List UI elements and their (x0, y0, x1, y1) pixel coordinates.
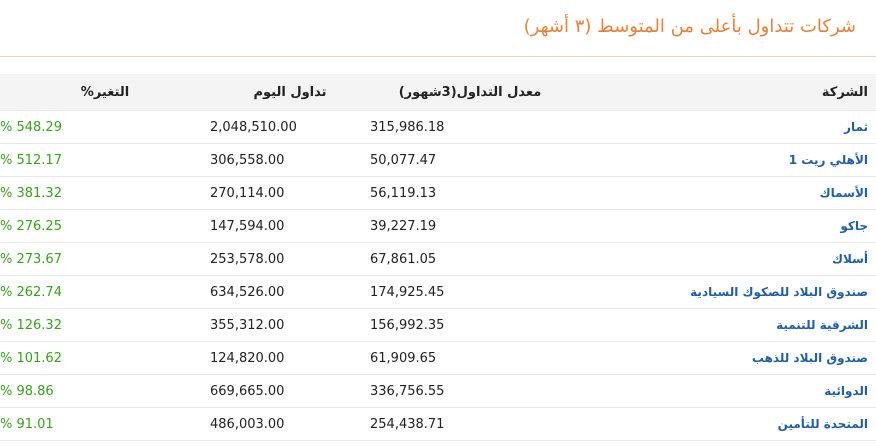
today-volume-cell: 253,578.00 (210, 242, 370, 276)
change-cell: % 276.25 (0, 209, 210, 243)
avg-volume-cell: 174,925.45 (370, 275, 570, 309)
companies-table: الشركة معدل التداول(3شهور) تداول اليوم ا… (0, 74, 876, 441)
table-row: الدوائية 336,756.55 669,665.00 % 98.86 (0, 374, 876, 408)
change-cell: % 101.62 (0, 341, 210, 375)
company-link[interactable]: الدوائية (824, 383, 868, 398)
column-header-company: الشركة (570, 74, 876, 111)
avg-volume-cell: 39,227.19 (370, 209, 570, 243)
today-volume-cell: 634,526.00 (210, 275, 370, 309)
company-cell: المتحدة للتأمين (570, 407, 876, 441)
company-cell: أسلاك (570, 242, 876, 276)
company-cell: جاكو (570, 209, 876, 243)
table-row: الأهلي ريت 1 50,077.47 306,558.00 % 512.… (0, 143, 876, 177)
company-link[interactable]: المتحدة للتأمين (777, 416, 868, 431)
table-row: ثمار 315,986.18 2,048,510.00 % 548.29 (0, 110, 876, 144)
widget-title: شركات تتداول بأعلى من المتوسط (٣ أشهر) (523, 16, 856, 37)
table-header: الشركة معدل التداول(3شهور) تداول اليوم ا… (0, 74, 876, 111)
change-cell: % 91.01 (0, 407, 210, 441)
today-volume-cell: 355,312.00 (210, 308, 370, 342)
change-cell: % 548.29 (0, 110, 210, 144)
company-link[interactable]: صندوق البلاد للصكوك السيادية (690, 284, 868, 299)
company-link[interactable]: أسلاك (831, 251, 868, 266)
change-cell: % 126.32 (0, 308, 210, 342)
today-volume-cell: 306,558.00 (210, 143, 370, 177)
company-cell: الأهلي ريت 1 (570, 143, 876, 177)
column-header-avg-volume: معدل التداول(3شهور) (370, 74, 570, 111)
company-cell: الأسماك (570, 176, 876, 210)
company-cell: الدوائية (570, 374, 876, 408)
today-volume-cell: 486,003.00 (210, 407, 370, 441)
company-link[interactable]: جاكو (840, 218, 868, 233)
company-link[interactable]: الشرقية للتنمية (776, 317, 868, 332)
column-header-today-volume: تداول اليوم (210, 74, 370, 111)
avg-volume-cell: 315,986.18 (370, 110, 570, 144)
company-link[interactable]: الأهلي ريت 1 (788, 152, 868, 167)
today-volume-cell: 270,114.00 (210, 176, 370, 210)
change-cell: % 273.67 (0, 242, 210, 276)
company-cell: صندوق البلاد للصكوك السيادية (570, 275, 876, 309)
change-cell: % 381.32 (0, 176, 210, 210)
company-cell: ثمار (570, 110, 876, 144)
today-volume-cell: 669,665.00 (210, 374, 370, 408)
header-row: الشركة معدل التداول(3شهور) تداول اليوم ا… (0, 74, 876, 111)
today-volume-cell: 124,820.00 (210, 341, 370, 375)
company-link[interactable]: الأسماك (819, 185, 868, 200)
change-cell: % 512.17 (0, 143, 210, 177)
column-header-change: التغير% (0, 74, 210, 111)
table-row: أسلاك 67,861.05 253,578.00 % 273.67 (0, 242, 876, 276)
avg-volume-cell: 56,119.13 (370, 176, 570, 210)
avg-volume-cell: 336,756.55 (370, 374, 570, 408)
table-body: ثمار 315,986.18 2,048,510.00 % 548.29 ال… (0, 110, 876, 441)
change-cell: % 98.86 (0, 374, 210, 408)
company-link[interactable]: صندوق البلاد للذهب (751, 350, 868, 365)
title-divider (0, 56, 876, 57)
change-cell: % 262.74 (0, 275, 210, 309)
company-link[interactable]: ثمار (844, 119, 868, 134)
today-volume-cell: 147,594.00 (210, 209, 370, 243)
avg-volume-cell: 156,992.35 (370, 308, 570, 342)
company-cell: الشرقية للتنمية (570, 308, 876, 342)
avg-volume-cell: 254,438.71 (370, 407, 570, 441)
avg-volume-cell: 67,861.05 (370, 242, 570, 276)
table-row: جاكو 39,227.19 147,594.00 % 276.25 (0, 209, 876, 243)
today-volume-cell: 2,048,510.00 (210, 110, 370, 144)
table-row: المتحدة للتأمين 254,438.71 486,003.00 % … (0, 407, 876, 441)
table-row: الأسماك 56,119.13 270,114.00 % 381.32 (0, 176, 876, 210)
avg-volume-cell: 61,909.65 (370, 341, 570, 375)
company-cell: صندوق البلاد للذهب (570, 341, 876, 375)
table-row: الشرقية للتنمية 156,992.35 355,312.00 % … (0, 308, 876, 342)
avg-volume-cell: 50,077.47 (370, 143, 570, 177)
table-row: صندوق البلاد للذهب 61,909.65 124,820.00 … (0, 341, 876, 375)
table-row: صندوق البلاد للصكوك السيادية 174,925.45 … (0, 275, 876, 309)
